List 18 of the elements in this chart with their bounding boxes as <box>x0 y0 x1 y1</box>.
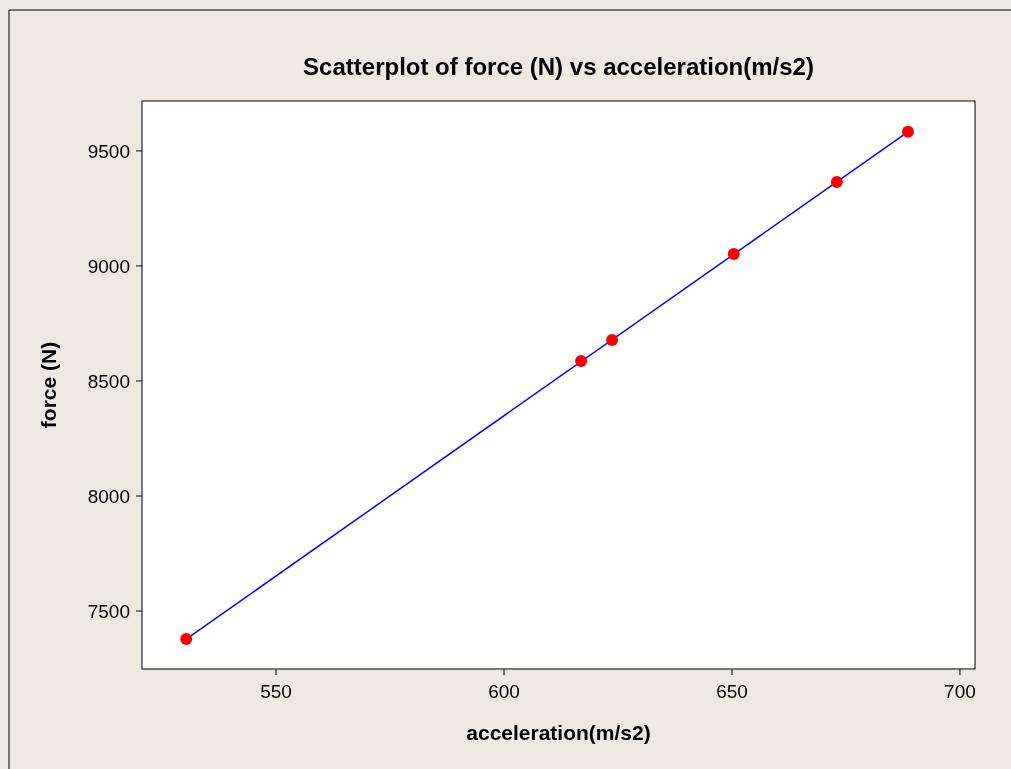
y-tick-label: 8500 <box>87 370 130 392</box>
x-tick-label: 600 <box>488 681 520 702</box>
y-tick-label: 9000 <box>87 255 130 277</box>
x-tick-label: 650 <box>716 681 748 702</box>
point <box>901 125 914 138</box>
point <box>180 633 193 646</box>
chart-title: Scatterplot of force (N) vs acceleration(m/s2) <box>303 53 814 80</box>
point <box>727 247 740 260</box>
x-tick-label: 550 <box>260 681 292 702</box>
y-tick-label: 8000 <box>87 486 130 507</box>
point <box>575 354 588 367</box>
y-axis-title: force (N) <box>37 341 60 429</box>
y-tick-label: 7500 <box>87 601 130 623</box>
point <box>606 334 619 347</box>
point <box>830 175 843 188</box>
y-tick-label: 9500 <box>87 140 130 162</box>
x-axis-title: acceleration(m/s2) <box>466 721 651 744</box>
x-tick-label: 700 <box>944 681 976 702</box>
